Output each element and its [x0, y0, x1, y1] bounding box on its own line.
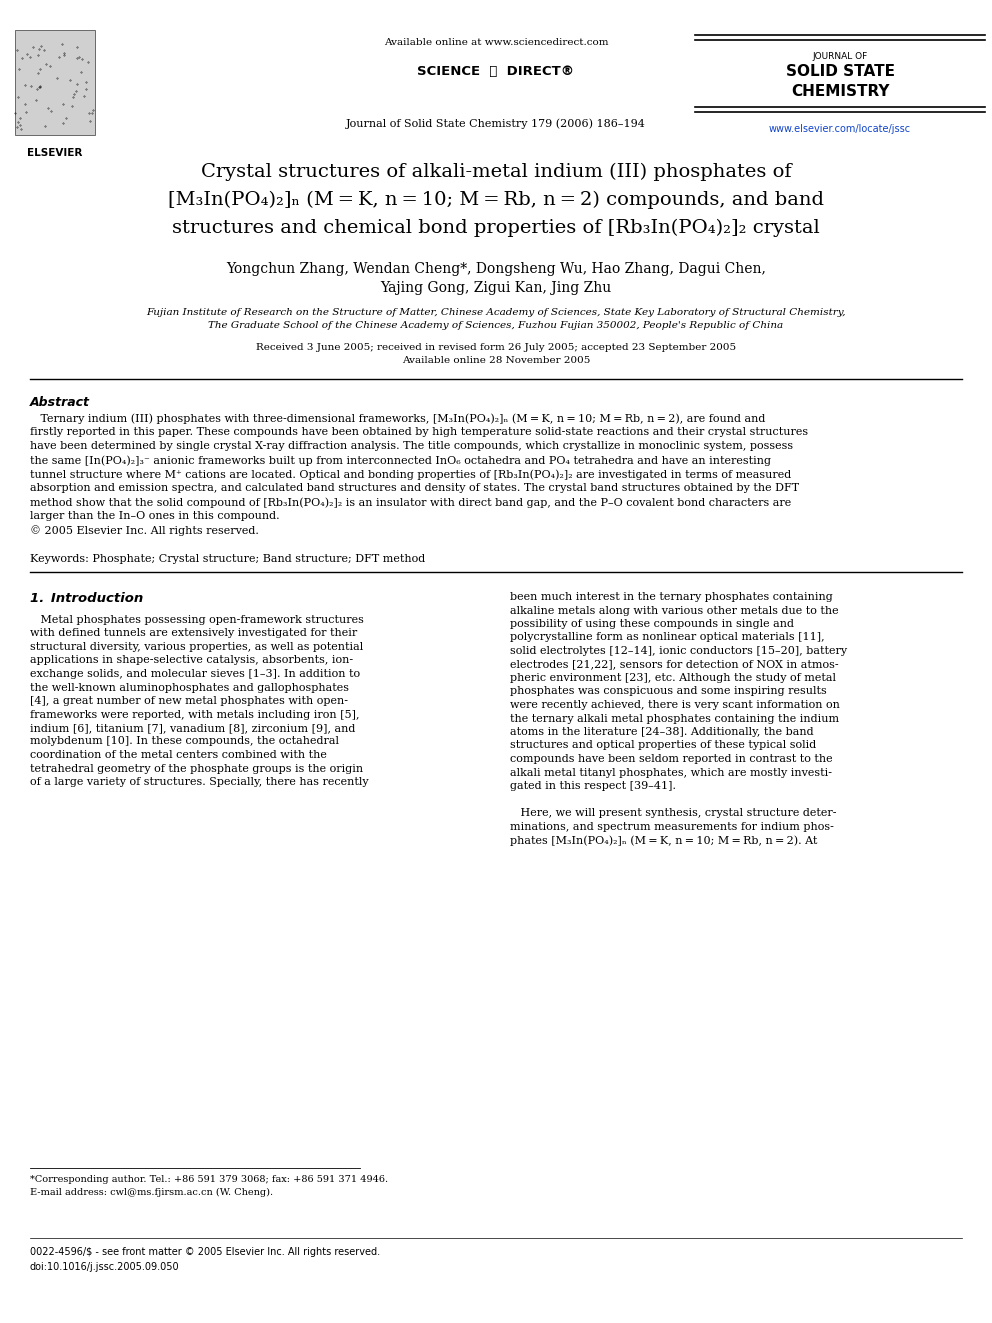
Text: possibility of using these compounds in single and: possibility of using these compounds in … — [510, 619, 794, 628]
Text: structures and optical properties of these typical solid: structures and optical properties of the… — [510, 741, 816, 750]
Text: firstly reported in this paper. These compounds have been obtained by high tempe: firstly reported in this paper. These co… — [30, 427, 808, 437]
Text: Journal of Solid State Chemistry 179 (2006) 186–194: Journal of Solid State Chemistry 179 (20… — [346, 118, 646, 128]
Text: 0022-4596/$ - see front matter © 2005 Elsevier Inc. All rights reserved.: 0022-4596/$ - see front matter © 2005 El… — [30, 1248, 380, 1257]
Text: © 2005 Elsevier Inc. All rights reserved.: © 2005 Elsevier Inc. All rights reserved… — [30, 525, 259, 536]
Text: have been determined by single crystal X-ray diffraction analysis. The title com: have been determined by single crystal X… — [30, 441, 794, 451]
Text: structural diversity, various properties, as well as potential: structural diversity, various properties… — [30, 642, 363, 652]
Text: ELSEVIER: ELSEVIER — [28, 148, 82, 157]
Text: phosphates was conspicuous and some inspiring results: phosphates was conspicuous and some insp… — [510, 687, 826, 696]
Text: larger than the In–O ones in this compound.: larger than the In–O ones in this compou… — [30, 511, 280, 521]
Text: the well-known aluminophosphates and gallophosphates: the well-known aluminophosphates and gal… — [30, 683, 349, 692]
Text: with defined tunnels are extensively investigated for their: with defined tunnels are extensively inv… — [30, 628, 357, 639]
Text: The Graduate School of the Chinese Academy of Sciences, Fuzhou Fujian 350002, Pe: The Graduate School of the Chinese Acade… — [208, 321, 784, 329]
Text: doi:10.1016/j.jssc.2005.09.050: doi:10.1016/j.jssc.2005.09.050 — [30, 1262, 180, 1271]
Text: of a large variety of structures. Specially, there has recently: of a large variety of structures. Specia… — [30, 777, 369, 787]
Text: Available online at www.sciencedirect.com: Available online at www.sciencedirect.co… — [384, 38, 608, 48]
Text: alkaline metals along with various other metals due to the: alkaline metals along with various other… — [510, 606, 838, 615]
Text: alkali metal titanyl phosphates, which are mostly investi-: alkali metal titanyl phosphates, which a… — [510, 767, 832, 778]
Text: Keywords: Phosphate; Crystal structure; Band structure; DFT method: Keywords: Phosphate; Crystal structure; … — [30, 554, 426, 564]
Text: tetrahedral geometry of the phosphate groups is the origin: tetrahedral geometry of the phosphate gr… — [30, 763, 363, 774]
Text: [M₃In(PO₄)₂]ₙ (M = K, n = 10; M = Rb, n = 2) compounds, and band: [M₃In(PO₄)₂]ₙ (M = K, n = 10; M = Rb, n … — [168, 191, 824, 209]
Text: been much interest in the ternary phosphates containing: been much interest in the ternary phosph… — [510, 591, 832, 602]
Text: polycrystalline form as nonlinear optical materials [11],: polycrystalline form as nonlinear optica… — [510, 632, 824, 643]
Text: E-mail address: cwl@ms.fjirsm.ac.cn (W. Cheng).: E-mail address: cwl@ms.fjirsm.ac.cn (W. … — [30, 1188, 273, 1197]
Text: the same [In(PO₄)₂]₃⁻ anionic frameworks built up from interconnected InO₆ octah: the same [In(PO₄)₂]₃⁻ anionic frameworks… — [30, 455, 771, 466]
Text: Here, we will present synthesis, crystal structure deter-: Here, we will present synthesis, crystal… — [510, 808, 836, 818]
Text: SCIENCE  ⓓ  DIRECT®: SCIENCE ⓓ DIRECT® — [418, 65, 574, 78]
Text: method show that the solid compound of [Rb₃In(PO₄)₂]₂ is an insulator with direc: method show that the solid compound of [… — [30, 497, 792, 508]
Text: solid electrolytes [12–14], ionic conductors [15–20], battery: solid electrolytes [12–14], ionic conduc… — [510, 646, 847, 656]
Text: frameworks were reported, with metals including iron [5],: frameworks were reported, with metals in… — [30, 709, 359, 720]
Text: Metal phosphates possessing open-framework structures: Metal phosphates possessing open-framewo… — [30, 615, 364, 624]
Text: phates [M₃In(PO₄)₂]ₙ (M = K, n = 10; M = Rb, n = 2). At: phates [M₃In(PO₄)₂]ₙ (M = K, n = 10; M =… — [510, 835, 817, 845]
Text: [4], a great number of new metal phosphates with open-: [4], a great number of new metal phospha… — [30, 696, 348, 706]
Text: molybdenum [10]. In these compounds, the octahedral: molybdenum [10]. In these compounds, the… — [30, 737, 339, 746]
Text: SOLID STATE: SOLID STATE — [786, 64, 895, 79]
Text: 1. Introduction: 1. Introduction — [30, 591, 143, 605]
Text: Fujian Institute of Research on the Structure of Matter, Chinese Academy of Scie: Fujian Institute of Research on the Stru… — [146, 308, 846, 318]
Text: CHEMISTRY: CHEMISTRY — [791, 83, 889, 99]
Text: Ternary indium (III) phosphates with three-dimensional frameworks, [M₃In(PO₄)₂]ₙ: Ternary indium (III) phosphates with thr… — [30, 413, 766, 423]
Text: Yajing Gong, Zigui Kan, Jing Zhu: Yajing Gong, Zigui Kan, Jing Zhu — [380, 280, 612, 295]
FancyBboxPatch shape — [15, 30, 95, 135]
Text: exchange solids, and molecular sieves [1–3]. In addition to: exchange solids, and molecular sieves [1… — [30, 669, 360, 679]
Text: electrodes [21,22], sensors for detection of NOX in atmos-: electrodes [21,22], sensors for detectio… — [510, 659, 838, 669]
Text: *Corresponding author. Tel.: +86 591 379 3068; fax: +86 591 371 4946.: *Corresponding author. Tel.: +86 591 379… — [30, 1175, 388, 1184]
Text: tunnel structure where M⁺ cations are located. Optical and bonding properties of: tunnel structure where M⁺ cations are lo… — [30, 468, 792, 479]
Text: compounds have been seldom reported in contrast to the: compounds have been seldom reported in c… — [510, 754, 832, 763]
Text: atoms in the literature [24–38]. Additionally, the band: atoms in the literature [24–38]. Additio… — [510, 728, 813, 737]
Text: Crystal structures of alkali-metal indium (III) phosphates of: Crystal structures of alkali-metal indiu… — [200, 163, 792, 181]
Text: coordination of the metal centers combined with the: coordination of the metal centers combin… — [30, 750, 327, 759]
Text: indium [6], titanium [7], vanadium [8], zirconium [9], and: indium [6], titanium [7], vanadium [8], … — [30, 722, 355, 733]
Text: minations, and spectrum measurements for indium phos-: minations, and spectrum measurements for… — [510, 822, 834, 831]
Text: Abstract: Abstract — [30, 396, 90, 409]
Text: www.elsevier.com/locate/jssc: www.elsevier.com/locate/jssc — [769, 124, 911, 134]
Text: JOURNAL OF: JOURNAL OF — [812, 52, 868, 61]
Text: gated in this respect [39–41].: gated in this respect [39–41]. — [510, 781, 676, 791]
Text: absorption and emission spectra, and calculated band structures and density of s: absorption and emission spectra, and cal… — [30, 483, 800, 493]
Text: Received 3 June 2005; received in revised form 26 July 2005; accepted 23 Septemb: Received 3 June 2005; received in revise… — [256, 343, 736, 352]
Text: the ternary alkali metal phosphates containing the indium: the ternary alkali metal phosphates cont… — [510, 713, 839, 724]
Text: pheric environment [23], etc. Although the study of metal: pheric environment [23], etc. Although t… — [510, 673, 836, 683]
Text: structures and chemical bond properties of [Rb₃In(PO₄)₂]₂ crystal: structures and chemical bond properties … — [173, 220, 819, 237]
Text: Available online 28 November 2005: Available online 28 November 2005 — [402, 356, 590, 365]
Text: were recently achieved, there is very scant information on: were recently achieved, there is very sc… — [510, 700, 840, 710]
Text: Yongchun Zhang, Wendan Cheng*, Dongsheng Wu, Hao Zhang, Dagui Chen,: Yongchun Zhang, Wendan Cheng*, Dongsheng… — [226, 262, 766, 277]
Text: applications in shape-selective catalysis, absorbents, ion-: applications in shape-selective catalysi… — [30, 655, 353, 665]
